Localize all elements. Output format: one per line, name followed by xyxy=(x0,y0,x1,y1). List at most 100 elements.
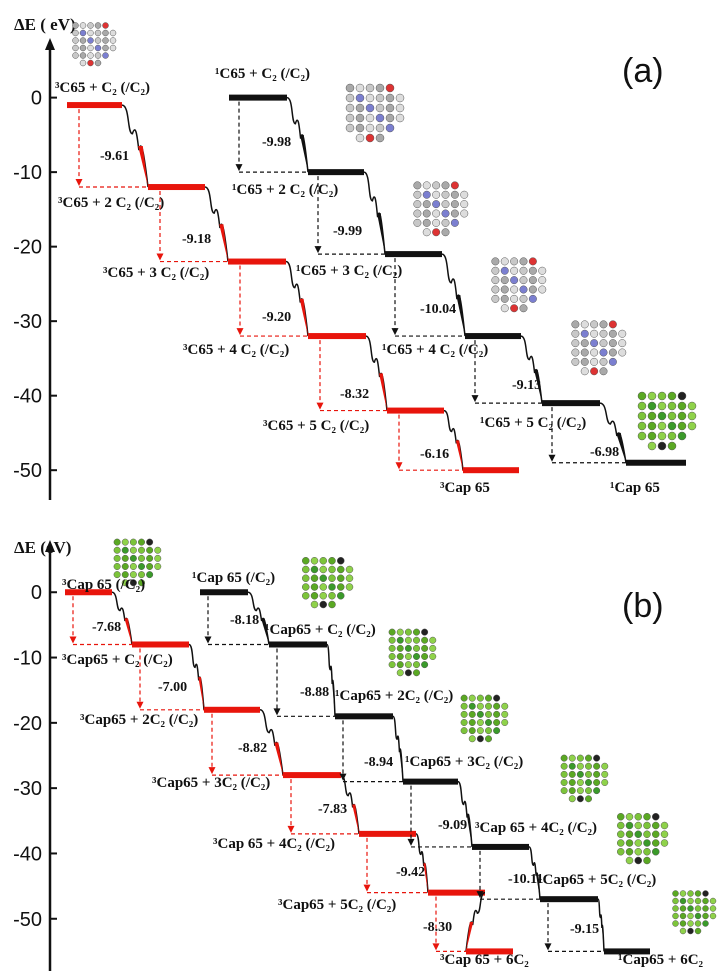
atom xyxy=(405,637,412,644)
energy-level xyxy=(200,589,248,595)
transition xyxy=(416,834,428,893)
level-label: ³C65 + C₂ (/C₂) xyxy=(55,80,150,96)
atom xyxy=(386,124,394,132)
molecule xyxy=(346,84,404,142)
atom xyxy=(652,848,659,855)
atom xyxy=(461,210,469,218)
atom xyxy=(432,229,440,237)
atom xyxy=(311,592,318,599)
atom xyxy=(617,848,624,855)
y-tick-label: -40 xyxy=(13,386,42,408)
atom xyxy=(539,267,547,275)
atom xyxy=(644,813,651,820)
level-label: ¹Cap65 + 5C₂ (/C₂) xyxy=(538,872,656,888)
atom xyxy=(461,703,468,710)
atom xyxy=(413,637,420,644)
arrow-head xyxy=(545,943,552,950)
y-tick-label: -10 xyxy=(13,648,42,670)
atom xyxy=(590,339,598,347)
energy-level xyxy=(542,400,600,406)
atom xyxy=(680,891,686,897)
level-label: ³C65 + 5 C₂ (/C₂) xyxy=(263,418,369,434)
atom xyxy=(539,276,547,284)
atom xyxy=(695,891,701,897)
atom xyxy=(520,258,528,266)
atom xyxy=(386,114,394,122)
atom xyxy=(110,30,116,36)
panel-label: (b) xyxy=(622,587,664,625)
atom xyxy=(648,412,656,420)
level-label: ³Cap 65 + 4C₂ (/C₂) xyxy=(475,820,597,836)
atom xyxy=(146,555,153,562)
atom xyxy=(414,200,422,208)
atom xyxy=(569,763,576,770)
atom xyxy=(386,84,394,92)
atom xyxy=(73,38,79,44)
atom xyxy=(617,813,624,820)
atom xyxy=(501,286,509,294)
atom xyxy=(710,913,716,919)
atom xyxy=(652,813,659,820)
step-label: -7.83 xyxy=(318,802,347,817)
step-label: -9.15 xyxy=(570,922,599,937)
atom xyxy=(122,547,129,554)
atom xyxy=(73,23,79,29)
level-label: ¹C65 + 3 C₂ (/C₂) xyxy=(296,263,402,279)
atom xyxy=(311,557,318,564)
atom xyxy=(593,779,600,786)
atom xyxy=(501,295,509,303)
figure: ΔE ( eV)(a)0-10-20-30-40-50³C65 + C₂ (/C… xyxy=(0,0,719,971)
atom xyxy=(88,45,94,51)
atom xyxy=(320,557,327,564)
atom xyxy=(609,358,617,366)
atom xyxy=(688,906,694,912)
atom xyxy=(442,210,450,218)
transition-fill xyxy=(377,213,385,254)
atom xyxy=(539,286,547,294)
molecule xyxy=(414,182,468,236)
atom xyxy=(95,23,101,29)
atom xyxy=(668,422,676,430)
atom xyxy=(493,719,500,726)
atom xyxy=(635,840,642,847)
y-tick-label: -10 xyxy=(13,162,42,184)
level-label: ³Cap 65 (/C₂) xyxy=(62,577,145,593)
atom xyxy=(442,182,450,190)
atom xyxy=(346,566,353,573)
transition xyxy=(393,716,403,781)
atom xyxy=(626,813,633,820)
atom xyxy=(356,104,364,112)
atom xyxy=(688,898,694,904)
atom xyxy=(80,23,86,29)
atom xyxy=(329,566,336,573)
arrow-head xyxy=(76,179,83,186)
y-tick-label: -30 xyxy=(13,778,42,800)
atom xyxy=(680,921,686,927)
level-label: ³Cap 65 + 4C₂ (/C₂) xyxy=(213,836,335,852)
atom xyxy=(320,575,327,582)
arrow-head xyxy=(205,636,212,643)
atom xyxy=(346,84,354,92)
atom xyxy=(602,779,609,786)
atom xyxy=(397,637,404,644)
atom xyxy=(414,182,422,190)
atom xyxy=(405,629,412,636)
atom xyxy=(414,191,422,199)
atom xyxy=(590,330,598,338)
atom xyxy=(430,645,437,652)
energy-level xyxy=(283,772,341,778)
atom xyxy=(600,339,608,347)
atom xyxy=(688,928,694,934)
atom xyxy=(469,703,476,710)
atom xyxy=(510,295,518,303)
atom xyxy=(658,412,666,420)
atom xyxy=(80,60,86,66)
atom xyxy=(397,629,404,636)
atom xyxy=(432,191,440,199)
atom xyxy=(366,134,374,142)
step-label: -9.18 xyxy=(182,232,211,247)
atom xyxy=(80,38,86,44)
atom xyxy=(329,601,336,608)
atom xyxy=(673,906,679,912)
atom xyxy=(397,653,404,660)
